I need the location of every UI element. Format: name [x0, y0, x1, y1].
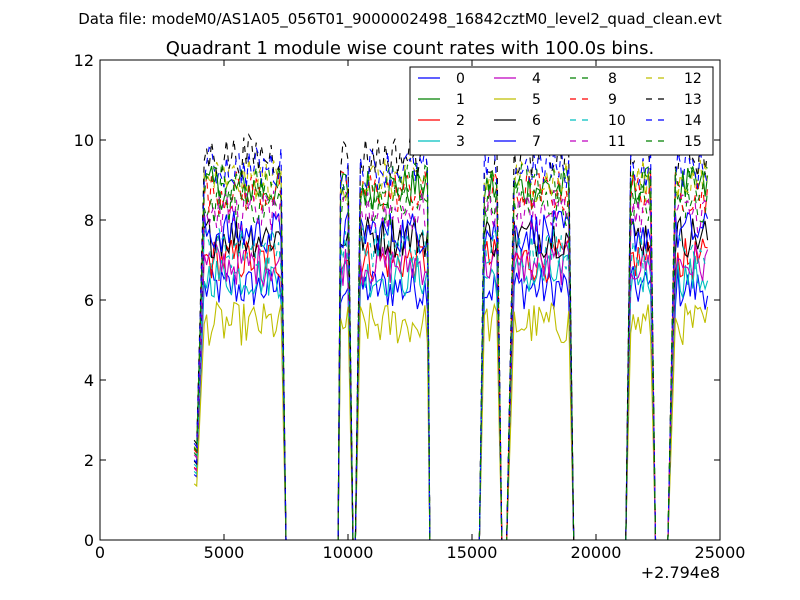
x-tick-label: 0 — [95, 543, 105, 562]
series-line-0 — [193, 266, 709, 540]
legend-box — [409, 66, 714, 156]
y-tick-label: 10 — [74, 131, 94, 150]
series-line-15 — [193, 162, 708, 540]
legend-label: 7 — [532, 134, 541, 150]
series-line-14 — [193, 146, 709, 540]
series-line-10 — [193, 227, 709, 540]
legend-label: 10 — [608, 113, 626, 129]
series-line-5 — [193, 300, 709, 540]
legend-label: 9 — [608, 92, 617, 108]
legend-label: 6 — [532, 113, 541, 129]
x-tick-label: 5000 — [204, 543, 245, 562]
series-line-2 — [193, 238, 708, 540]
legend-label: 1 — [456, 92, 465, 108]
legend-label: 4 — [532, 71, 541, 87]
legend-label: 13 — [684, 92, 702, 108]
plot-lines — [193, 132, 709, 540]
series-line-4 — [193, 240, 709, 540]
y-tick-label: 4 — [84, 371, 94, 390]
chart-title: Quadrant 1 module wise count rates with … — [166, 38, 655, 59]
x-tick-label: 10000 — [323, 543, 374, 562]
legend-label: 2 — [456, 113, 465, 129]
y-tick-label: 8 — [84, 211, 94, 230]
y-tick-label: 12 — [74, 51, 94, 70]
y-tick-label: 0 — [84, 531, 94, 550]
x-offset-label: +2.794e8 — [641, 563, 720, 582]
legend-label: 8 — [608, 71, 617, 87]
series-line-1 — [193, 165, 709, 540]
x-tick-label: 20000 — [571, 543, 622, 562]
legend-label: 11 — [608, 134, 626, 150]
x-tick-label: 25000 — [695, 543, 746, 562]
legend-label: 3 — [456, 134, 465, 150]
legend-label: 5 — [532, 92, 541, 108]
series-line-12 — [193, 156, 709, 540]
series-line-6 — [193, 215, 709, 540]
legend-label: 0 — [456, 71, 465, 87]
series-line-11 — [193, 189, 709, 540]
series-line-3 — [193, 254, 709, 540]
x-tick-label: 15000 — [447, 543, 498, 562]
y-tick-label: 6 — [84, 291, 94, 310]
legend-label: 15 — [684, 134, 702, 150]
legend-label: 12 — [684, 71, 702, 87]
suptitle: Data file: modeM0/AS1A05_056T01_90000024… — [78, 10, 722, 29]
y-tick-label: 2 — [84, 451, 94, 470]
legend-label: 14 — [684, 113, 702, 129]
series-line-7 — [193, 210, 709, 540]
